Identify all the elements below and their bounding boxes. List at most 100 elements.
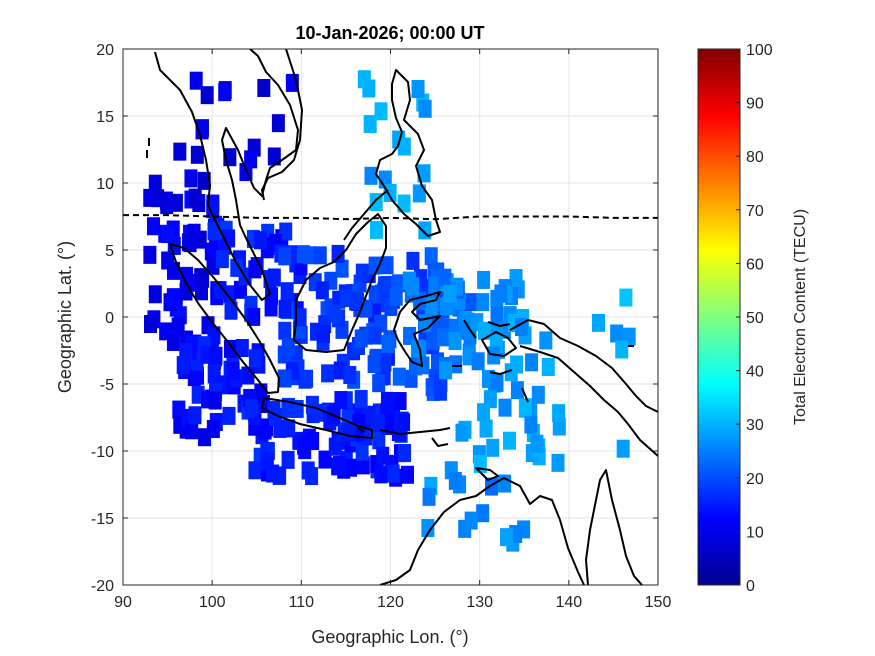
tec-tile [248, 260, 262, 279]
tec-tile [187, 223, 201, 242]
tec-tile [369, 220, 383, 239]
tec-tile [349, 292, 363, 311]
colorbar-ticks: 0 10 20 30 40 50 60 70 80 90 100 [736, 42, 773, 595]
tec-tile [437, 328, 451, 347]
tec-tile [327, 304, 341, 323]
tec-tile [300, 369, 314, 388]
tec-tile [343, 365, 357, 384]
tec-tile [278, 321, 292, 340]
tec-tile [271, 114, 285, 133]
tec-tile [530, 434, 544, 453]
tec-tile [476, 293, 490, 312]
coastline-melville [475, 467, 499, 481]
colorbar-tick-label: 0 [746, 578, 755, 595]
tec-tile [424, 247, 438, 266]
tec-tile [486, 438, 500, 457]
tec-tile [531, 385, 545, 404]
tec-tile [368, 326, 382, 345]
tec-tile [222, 406, 236, 425]
tec-tile [257, 78, 271, 97]
tec-tile [376, 446, 390, 465]
colorbar-tick-label: 20 [746, 471, 764, 488]
tec-tile [277, 345, 291, 364]
x-tick-label: 150 [645, 594, 672, 611]
tec-tile [191, 366, 205, 385]
tec-tile [148, 285, 162, 304]
tec-tile [397, 194, 411, 213]
colorbar-tick-label: 30 [746, 417, 764, 434]
tec-tile [207, 222, 221, 241]
tec-tile [318, 450, 332, 469]
tec-tile [248, 461, 262, 480]
tec-tile [206, 420, 220, 439]
tec-tile [364, 166, 378, 185]
tec-tile [185, 421, 199, 440]
colorbar-tick-label: 70 [746, 203, 764, 220]
tec-tile [143, 315, 157, 334]
tec-tile [541, 357, 555, 376]
tec-tile [476, 504, 490, 523]
tec-tile [494, 284, 508, 303]
tec-tile [354, 329, 368, 348]
tec-tile [213, 281, 227, 300]
tec-tile [356, 456, 370, 475]
tec-tile [448, 471, 462, 490]
tec-tile [267, 268, 281, 287]
tec-tile [378, 276, 392, 295]
tec-tile [477, 270, 491, 289]
tec-tile [235, 339, 249, 358]
tec-tile [278, 369, 292, 388]
tec-tile [374, 102, 388, 121]
tec-tile [226, 361, 240, 380]
coastlines [146, 49, 658, 585]
tec-tile [194, 282, 208, 301]
tec-tile [279, 222, 293, 241]
tec-tile [619, 288, 633, 307]
tec-tile [381, 334, 395, 353]
coastline-java [261, 397, 373, 439]
coastline-newguinea [509, 319, 658, 457]
tec-tile [386, 464, 400, 483]
tec-tile [368, 256, 382, 275]
x-tick-label: 90 [114, 594, 132, 611]
tec-tile [171, 317, 185, 336]
tec-tile [151, 189, 165, 208]
colorbar-tick-label: 80 [746, 149, 764, 166]
tec-tile [190, 145, 204, 164]
tec-tile [380, 256, 394, 275]
tec-tile [280, 282, 294, 301]
tec-tile [503, 431, 517, 450]
x-tick-label: 110 [289, 594, 315, 611]
tec-tile [421, 519, 435, 538]
tec-tile [524, 415, 538, 434]
tec-tile [422, 487, 436, 506]
tec-tile [592, 313, 606, 332]
coastline-vietnam [261, 49, 303, 201]
tec-tile [305, 395, 319, 414]
y-tick-label: 20 [96, 42, 114, 59]
colorbar-tick-label: 10 [746, 524, 764, 541]
tec-tile [510, 355, 524, 374]
tec-tile [317, 324, 331, 343]
tec-tile [332, 455, 346, 474]
tec-tile [406, 251, 420, 270]
tec-data [143, 70, 636, 552]
tec-tile [371, 413, 385, 432]
tec-tile [166, 288, 180, 307]
tec-tile [224, 301, 238, 320]
tec-tile [509, 269, 523, 288]
coastline-sulawesi [393, 291, 441, 367]
tec-tile [398, 444, 412, 463]
y-tick-label: 10 [96, 176, 114, 193]
tec-tile [391, 423, 405, 442]
tec-tile [378, 353, 392, 372]
tec-tile [498, 398, 512, 417]
tec-tile [539, 331, 553, 350]
tec-tile [194, 268, 208, 287]
tec-tile [393, 392, 407, 411]
coastline-borneo [293, 213, 387, 353]
tec-tile [464, 511, 478, 530]
tec-tile [439, 361, 453, 380]
tec-tile [357, 70, 371, 89]
tec-tile [247, 307, 261, 326]
